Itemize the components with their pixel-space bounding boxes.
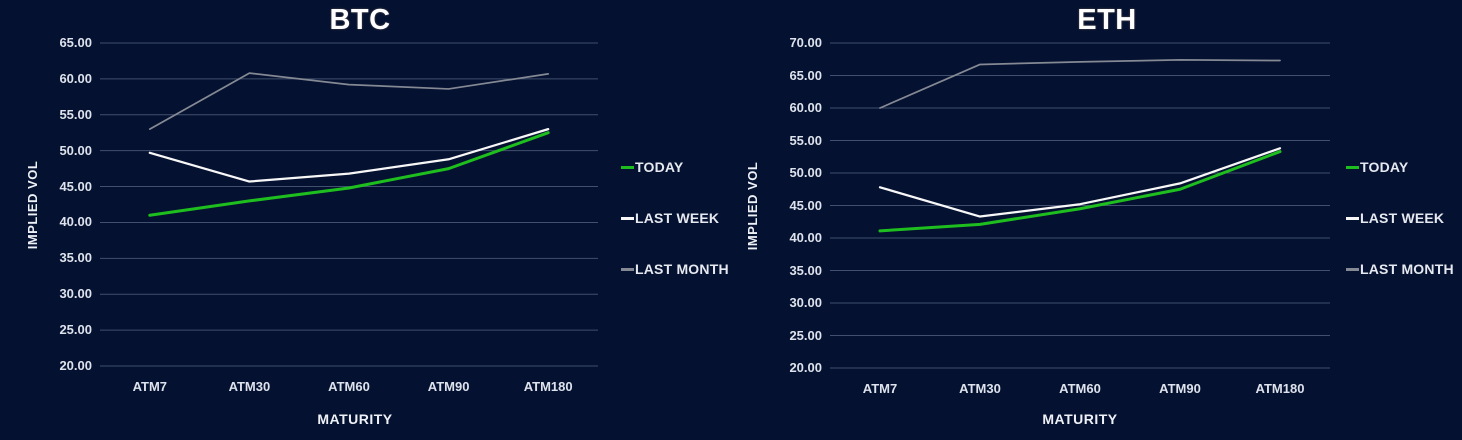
- y-tick-label: 60.00: [59, 70, 92, 86]
- plot-area-btc: 20.00 25.00 30.00 35.00 40.00 45.00 50.00 55.00…: [59, 35, 598, 394]
- y-tick-label: 40.00: [59, 214, 92, 230]
- legend-label: LAST MONTH: [635, 261, 729, 277]
- legend-dash-icon: [1346, 267, 1359, 271]
- legend-dash-icon: [621, 267, 634, 271]
- y-tick-label: 20.00: [59, 358, 92, 373]
- x-tick-label: ATM180: [1255, 381, 1305, 396]
- legend-dash-icon: [1346, 165, 1359, 169]
- series-line-today: [878, 150, 1282, 233]
- legend-item-last-month: LAST MONTH: [1346, 259, 1454, 279]
- x-tick-label: ATM7: [862, 381, 898, 396]
- y-tick-label: 35.00: [789, 262, 822, 278]
- y-tick-label: 70.00: [789, 35, 822, 50]
- x-axis-title-btc: MATURITY: [317, 411, 393, 427]
- series-line-last-month: [879, 59, 1281, 109]
- x-tick-label: ATM60: [328, 379, 370, 394]
- y-tick-labels-eth: 20.00 25.00 30.00 35.00 40.00 45.00 50.00 55.00…: [760, 35, 822, 375]
- legend-btc: TODAY LAST WEEK LAST MONTH: [621, 157, 729, 279]
- y-tick-label: 20.00: [789, 360, 822, 375]
- y-tick-label: 30.00: [59, 286, 92, 302]
- series-lines-eth: [830, 42, 1330, 369]
- legend-item-today: TODAY: [621, 157, 729, 177]
- legend-item-today: TODAY: [1346, 157, 1454, 177]
- x-axis-title-eth: MATURITY: [1042, 411, 1118, 427]
- legend-label: LAST WEEK: [1360, 210, 1445, 226]
- series-line-last-month: [148, 72, 550, 131]
- y-tick-label: 45.00: [789, 197, 822, 213]
- x-tick-label: ATM30: [959, 381, 1001, 396]
- y-tick-labels-btc: 20.00 25.00 30.00 35.00 40.00 45.00 50.00 55.00…: [30, 35, 92, 373]
- x-tick-labels-btc: ATM7 ATM30 ATM60 ATM90 ATM180: [100, 379, 598, 395]
- y-tick-label: 35.00: [59, 250, 92, 266]
- x-tick-label: ATM180: [523, 379, 573, 394]
- series-line-today: [148, 131, 550, 217]
- chart-title-btc: BTC: [329, 4, 391, 36]
- plot-area-eth: 20.00 25.00 30.00 35.00 40.00 45.00 50.00 55.00…: [789, 35, 1330, 396]
- y-tick-label: 50.00: [59, 142, 92, 158]
- legend-item-last-week: LAST WEEK: [1346, 208, 1454, 228]
- x-tick-label: ATM30: [228, 379, 271, 394]
- y-tick-label: 60.00: [789, 100, 822, 115]
- y-tick-label: 65.00: [59, 35, 92, 50]
- y-tick-label: 45.00: [59, 178, 92, 194]
- x-tick-labels-eth: ATM7 ATM30 ATM60 ATM90 ATM180: [830, 381, 1330, 397]
- x-tick-label: ATM90: [1159, 381, 1201, 396]
- series-line-last-week: [878, 147, 1282, 218]
- y-tick-label: 55.00: [59, 106, 92, 122]
- legend-label: TODAY: [1360, 159, 1409, 175]
- y-tick-label: 65.00: [789, 67, 822, 83]
- y-tick-label: 55.00: [789, 132, 822, 148]
- y-tick-label: 50.00: [789, 165, 822, 180]
- x-tick-label: ATM90: [427, 379, 470, 394]
- legend-dash-icon: [1346, 216, 1359, 220]
- legend-item-last-month: LAST MONTH: [621, 259, 729, 279]
- y-tick-label: 25.00: [59, 322, 92, 338]
- legend-label: LAST WEEK: [635, 210, 720, 226]
- x-tick-label: ATM7: [132, 379, 168, 394]
- legend-dash-icon: [621, 216, 634, 220]
- series-lines-btc: [100, 42, 598, 367]
- legend-item-last-week: LAST WEEK: [621, 208, 729, 228]
- y-tick-label: 30.00: [789, 295, 822, 310]
- legend-label: LAST MONTH: [1360, 261, 1454, 277]
- chart-title-eth: ETH: [1077, 4, 1137, 36]
- y-tick-label: 40.00: [789, 230, 822, 245]
- series-line-last-week: [148, 128, 550, 183]
- x-tick-label: ATM60: [1059, 381, 1101, 396]
- legend-dash-icon: [621, 165, 634, 169]
- legend-eth: TODAY LAST WEEK LAST MONTH: [1346, 157, 1454, 279]
- legend-label: TODAY: [635, 159, 684, 175]
- y-tick-label: 25.00: [789, 327, 822, 343]
